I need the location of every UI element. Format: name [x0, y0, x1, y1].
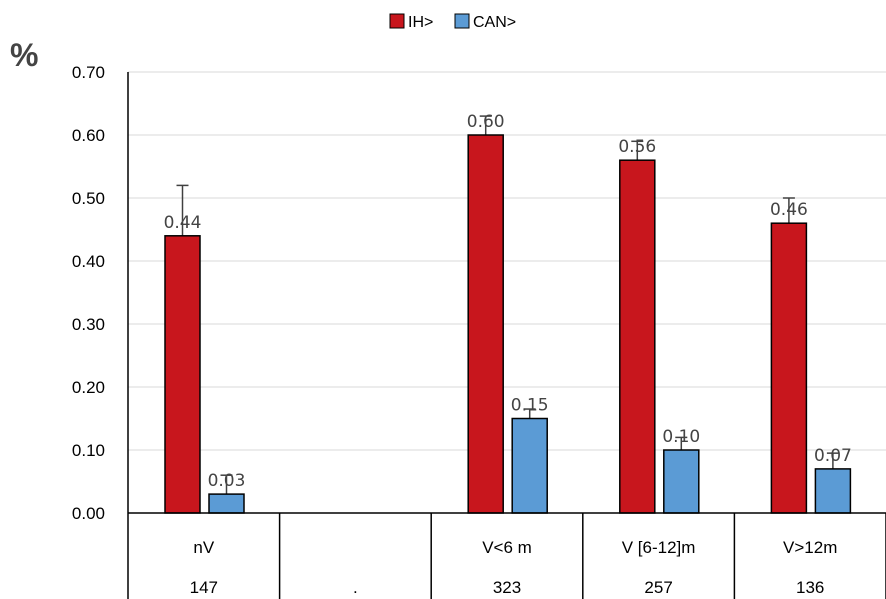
data-label: 0.10 [662, 427, 700, 447]
category-label: V<6 m [482, 538, 532, 557]
y-tick-label: 0.00 [72, 504, 105, 523]
data-label: 0.15 [511, 396, 549, 416]
gridlines [128, 71, 886, 451]
count-label: . [353, 578, 358, 597]
count-label: 257 [644, 578, 672, 597]
data-label: 0.56 [618, 137, 656, 157]
bar [208, 493, 245, 514]
bar [511, 417, 548, 514]
legend-label-ih: IH> [408, 14, 433, 31]
y-tick-label: 0.20 [72, 378, 105, 397]
y-tick-label: 0.60 [72, 126, 105, 145]
bar [663, 449, 700, 514]
bar [467, 134, 504, 514]
y-tick-label: 0.50 [72, 189, 105, 208]
y-axis-ticks: 0.00 0.10 0.20 0.30 0.40 0.50 0.60 0.70 [72, 63, 105, 523]
category-label: V [6-12]m [622, 538, 696, 557]
count-label: 323 [493, 578, 521, 597]
bar [770, 222, 808, 514]
bar [619, 159, 656, 514]
y-tick-label: 0.10 [72, 441, 105, 460]
data-label: 0.60 [467, 112, 505, 132]
count-label: 136 [796, 578, 824, 597]
y-tick-label: 0.70 [72, 63, 105, 82]
category-label: V>12m [783, 538, 837, 557]
legend-label-can: CAN> [473, 14, 516, 31]
category-label: nV [193, 538, 214, 557]
data-label: 0.46 [770, 200, 808, 220]
y-axis-unit-label: % [10, 37, 38, 73]
y-tick-label: 0.40 [72, 252, 105, 271]
bar [164, 235, 201, 514]
legend-swatch-can [454, 13, 470, 29]
category-table: nV 147 . V<6 m 323 V [6-12]m 257 V>12m 136 [127, 72, 886, 599]
y-tick-label: 0.30 [72, 315, 105, 334]
data-label: 0.07 [814, 446, 852, 466]
data-label: 0.03 [208, 471, 246, 491]
legend: IH> CAN> [389, 13, 516, 31]
bars: 0.44 0.60 0.56 0.46 0.03 0.15 0.10 0.07 [164, 112, 852, 514]
bar [814, 468, 852, 514]
data-label: 0.44 [164, 213, 202, 233]
count-label: 147 [190, 578, 218, 597]
legend-swatch-ih [389, 13, 405, 29]
